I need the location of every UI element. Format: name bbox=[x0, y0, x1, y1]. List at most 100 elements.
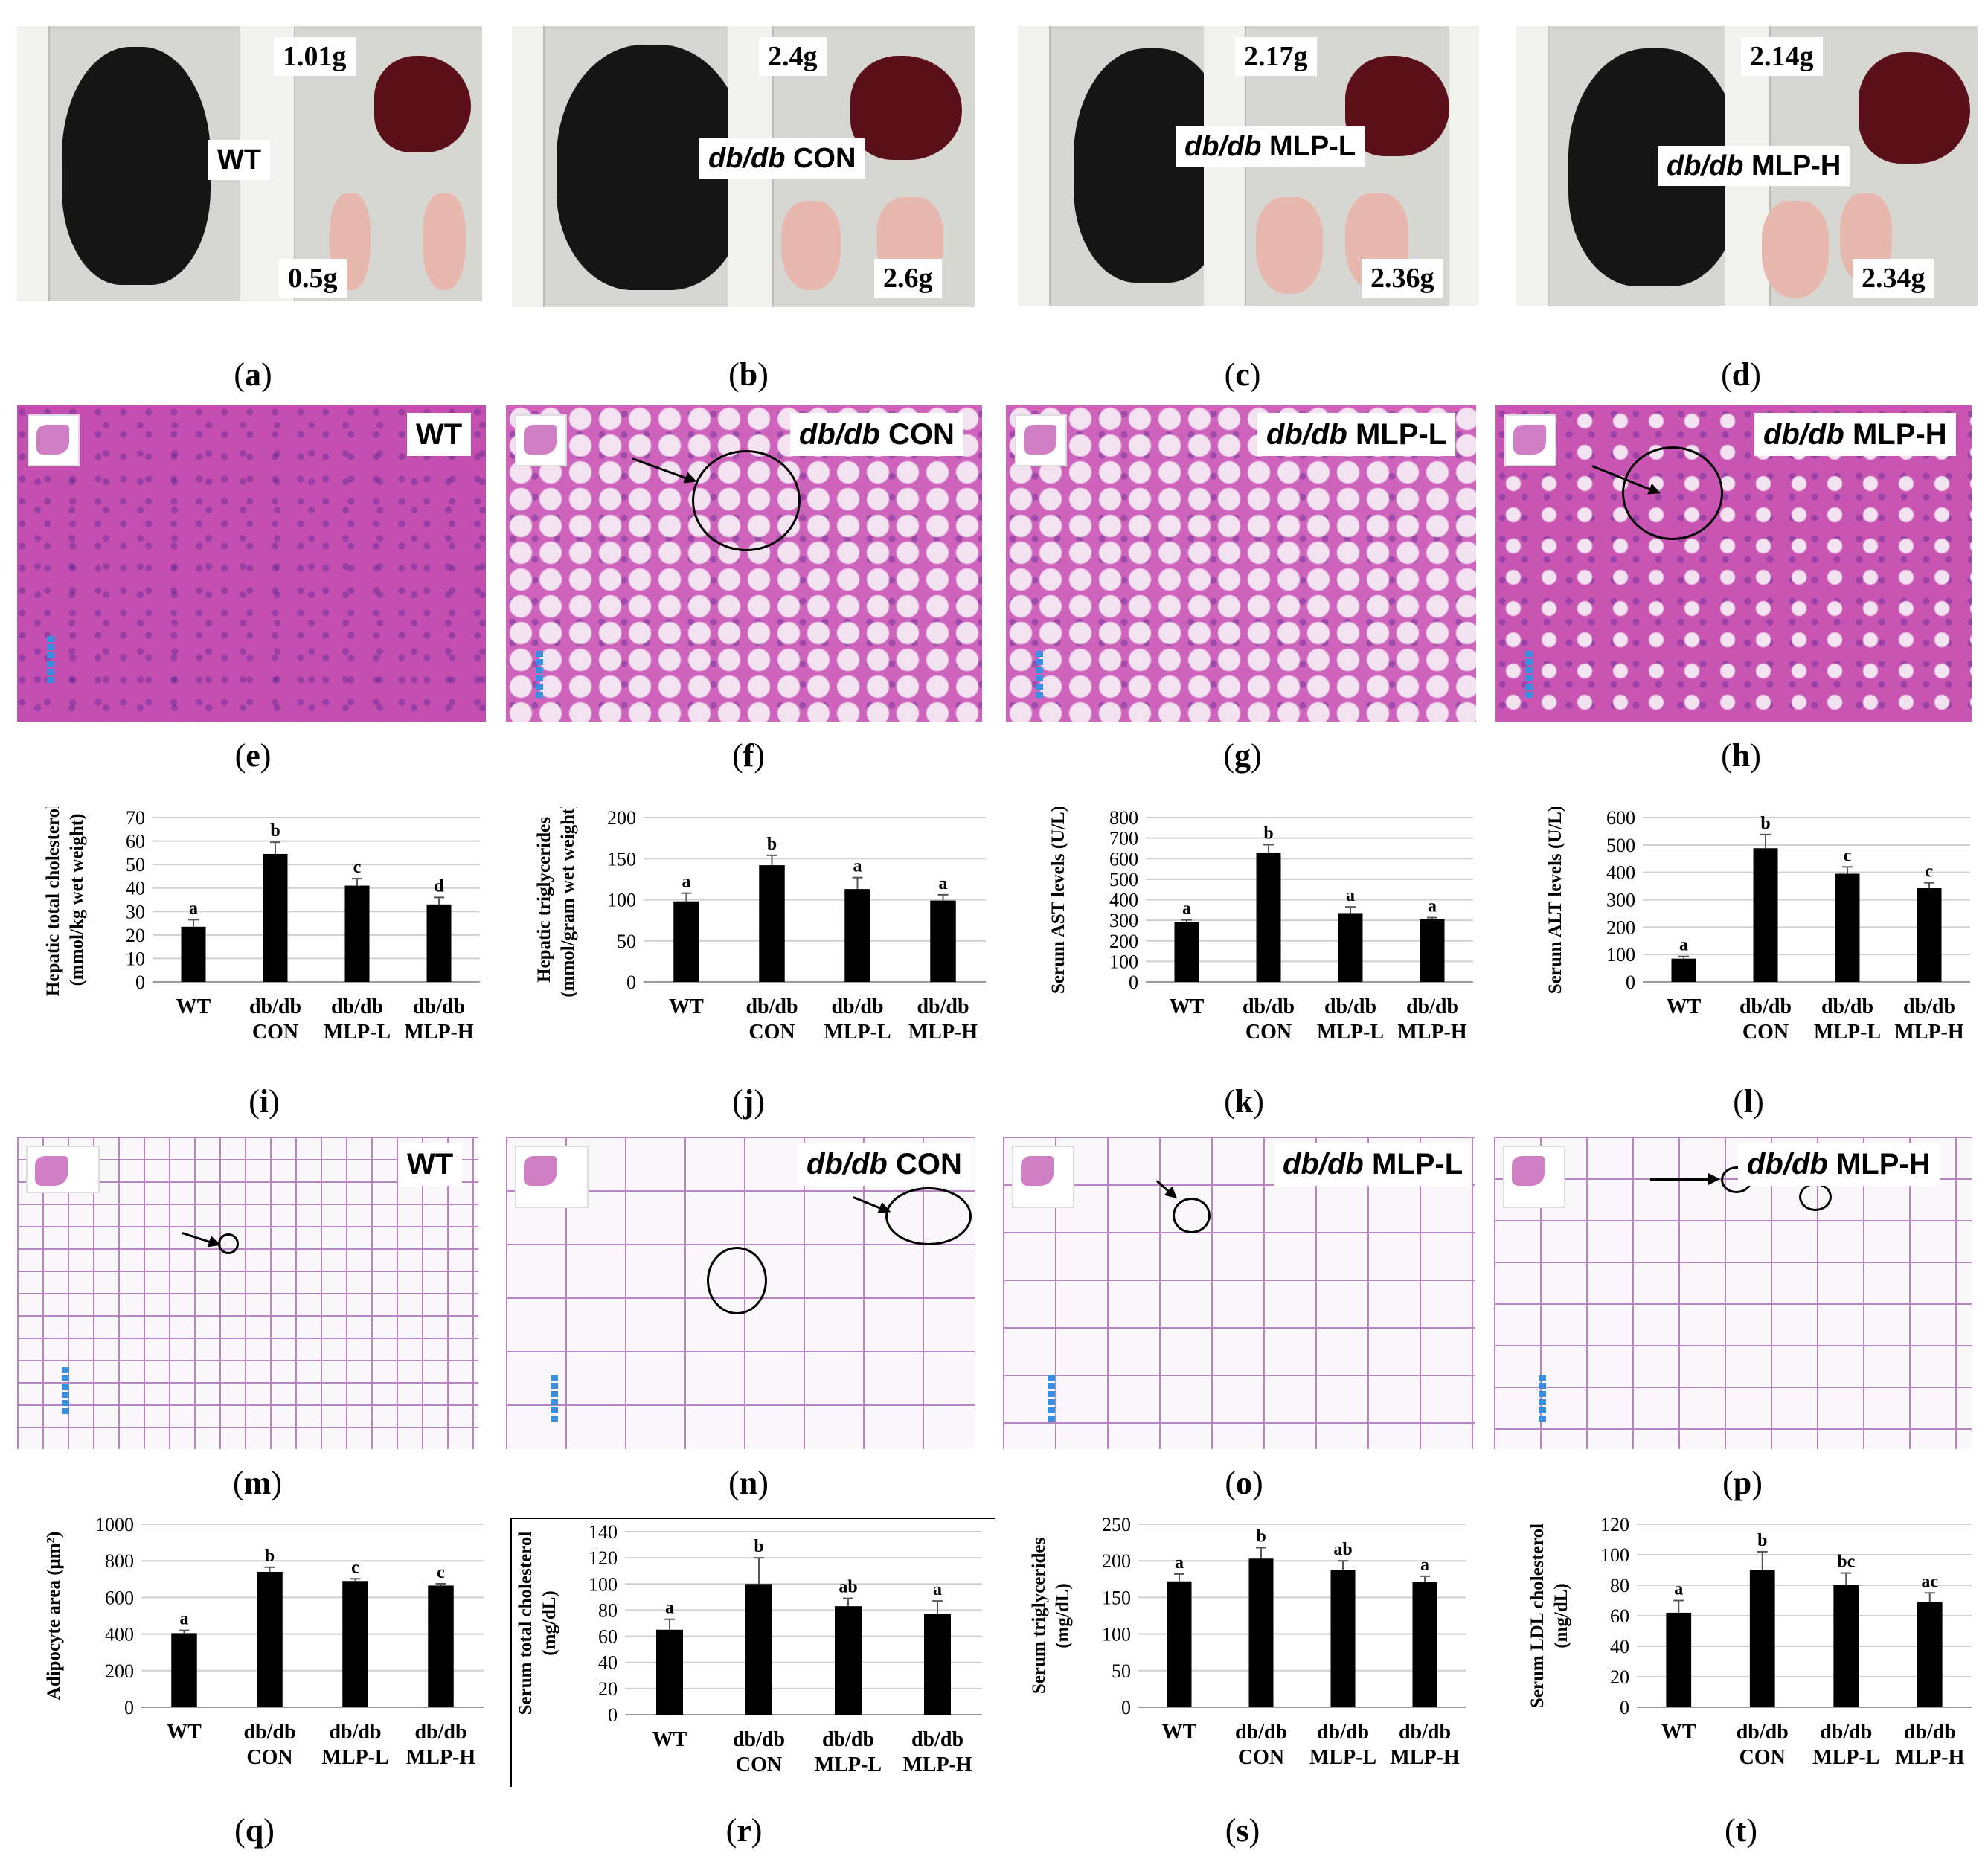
bar bbox=[171, 1633, 197, 1707]
section-thumbnail bbox=[28, 414, 80, 466]
chart-serum-triglycerides: 0 50 100 150 200 250 Serum triglycerides (mg/dL… bbox=[1029, 1514, 1466, 1769]
y-tick-label: 60 bbox=[598, 1626, 618, 1648]
bar bbox=[181, 926, 206, 982]
significance-letter: a bbox=[1175, 1553, 1184, 1573]
annotation-arrow bbox=[632, 457, 695, 483]
significance-letter: b bbox=[265, 1547, 275, 1566]
x-tick-label: MLP-H bbox=[1397, 1021, 1467, 1044]
significance-letter: b bbox=[1757, 1531, 1767, 1550]
bar bbox=[1833, 1585, 1859, 1707]
y-tick-label: 50 bbox=[617, 931, 636, 952]
fat-pad-image bbox=[423, 193, 466, 290]
y-tick-label: 60 bbox=[126, 831, 145, 853]
scale-bar bbox=[1539, 1375, 1546, 1427]
x-tick-label: MLP-H bbox=[404, 1021, 474, 1044]
section-thumbnail bbox=[515, 414, 567, 466]
x-tick-label: db/db bbox=[249, 995, 301, 1018]
y-tick-label: 20 bbox=[126, 925, 145, 946]
x-tick-label: WT bbox=[1162, 1721, 1197, 1744]
liver-weight-label: 2.14g bbox=[1741, 37, 1823, 76]
y-axis-label: Serum total cholesterol bbox=[516, 1532, 536, 1715]
y-tick-label: 1000 bbox=[95, 1514, 134, 1535]
panel-caption: (o) bbox=[1225, 1465, 1263, 1501]
bar bbox=[1753, 848, 1778, 982]
annotation-circle bbox=[1799, 1183, 1832, 1211]
y-tick-label: 600 bbox=[1606, 807, 1635, 829]
scale-bar bbox=[62, 1367, 69, 1419]
significance-letter: a bbox=[939, 874, 948, 893]
x-tick-label: MLP-L bbox=[321, 1746, 388, 1769]
liver-histology-e bbox=[17, 405, 486, 722]
section-thumbnail bbox=[1504, 414, 1556, 466]
significance-letter: a bbox=[1420, 1555, 1429, 1575]
fat-weight-label: 0.5g bbox=[279, 259, 347, 298]
x-tick-label: MLP-H bbox=[1390, 1746, 1460, 1769]
y-tick-label: 0 bbox=[1129, 972, 1138, 993]
bar bbox=[1412, 1582, 1437, 1707]
fat-pad-image bbox=[1762, 201, 1829, 298]
adipose-histology-o bbox=[1003, 1137, 1475, 1449]
y-tick-label: 50 bbox=[1112, 1660, 1131, 1682]
panel-caption: (c) bbox=[1224, 356, 1261, 393]
y-tick-label: 100 bbox=[1600, 1544, 1629, 1566]
y-tick-label: 800 bbox=[105, 1550, 134, 1572]
x-tick-label: CON bbox=[1742, 1021, 1789, 1044]
chart-serum-alt: 0 100 200 300 400 500 600 Serum ALT levels (U/L… bbox=[1545, 807, 1970, 1044]
y-tick-label: 100 bbox=[589, 1573, 618, 1595]
y-axis-label: Serum triglycerides bbox=[1029, 1538, 1049, 1695]
bar bbox=[844, 889, 870, 982]
x-tick-label: db/db bbox=[413, 995, 465, 1018]
annotation-arrow bbox=[1650, 1173, 1720, 1185]
annotation-circle bbox=[692, 450, 801, 551]
chart-frame bbox=[510, 1518, 995, 1787]
x-tick-label: db/db bbox=[243, 1721, 295, 1744]
y-tick-label: 200 bbox=[1102, 1550, 1131, 1572]
y-tick-label: 0 bbox=[1121, 1697, 1131, 1718]
y-tick-label: 600 bbox=[1109, 848, 1138, 870]
bar bbox=[1671, 958, 1696, 982]
y-tick-label: 200 bbox=[1109, 931, 1138, 952]
y-tick-label: 80 bbox=[1610, 1575, 1629, 1596]
y-tick-label: 600 bbox=[105, 1587, 134, 1608]
y-tick-label: 500 bbox=[1606, 835, 1635, 856]
x-tick-label: WT bbox=[1661, 1721, 1696, 1744]
panel-caption: (l) bbox=[1733, 1083, 1764, 1120]
x-tick-label: db/db bbox=[1399, 1721, 1451, 1744]
y-tick-label: 500 bbox=[1109, 869, 1138, 890]
y-tick-label: 0 bbox=[1626, 972, 1635, 993]
significance-letter: c bbox=[1926, 862, 1934, 882]
bar bbox=[1174, 922, 1199, 982]
significance-letter: a bbox=[682, 873, 691, 892]
significance-letter: a bbox=[1674, 1580, 1683, 1599]
bar bbox=[1167, 1581, 1192, 1707]
y-tick-label: 60 bbox=[1610, 1605, 1629, 1627]
x-tick-label: WT bbox=[652, 1728, 687, 1751]
x-tick-label: CON bbox=[736, 1753, 782, 1776]
y-tick-label: 40 bbox=[126, 878, 145, 899]
bar bbox=[930, 900, 956, 982]
section-thumbnail bbox=[1015, 414, 1067, 466]
section-thumbnail bbox=[1012, 1146, 1074, 1208]
liver-histology-f bbox=[506, 405, 982, 722]
scale-bar bbox=[1525, 651, 1533, 703]
significance-letter: a bbox=[189, 899, 198, 918]
y-tick-label: 50 bbox=[126, 854, 145, 876]
x-tick-label: db/db bbox=[1737, 1721, 1789, 1744]
bar bbox=[759, 865, 785, 982]
significance-letter: a bbox=[665, 1599, 674, 1618]
x-tick-label: WT bbox=[1667, 995, 1702, 1018]
annotation-arrow bbox=[182, 1232, 219, 1246]
panel-caption: (j) bbox=[732, 1083, 765, 1120]
panel-caption: (m) bbox=[233, 1465, 282, 1501]
y-tick-label: 120 bbox=[589, 1547, 618, 1569]
y-tick-label: 100 bbox=[1109, 951, 1138, 972]
fat-weight-label: 2.34g bbox=[1853, 259, 1934, 298]
fat-weight-label: 2.36g bbox=[1362, 259, 1443, 298]
liver-weight-label: 2.4g bbox=[759, 37, 827, 76]
y-tick-label: 40 bbox=[1610, 1636, 1629, 1657]
bar bbox=[1338, 913, 1363, 982]
significance-letter: b bbox=[767, 835, 777, 854]
x-tick-label: MLP-H bbox=[902, 1753, 972, 1776]
chart-serum-ldl-cholesterol: 0 20 40 60 80 100 120 Serum LDL cholesterol (mg/… bbox=[1527, 1514, 1972, 1769]
